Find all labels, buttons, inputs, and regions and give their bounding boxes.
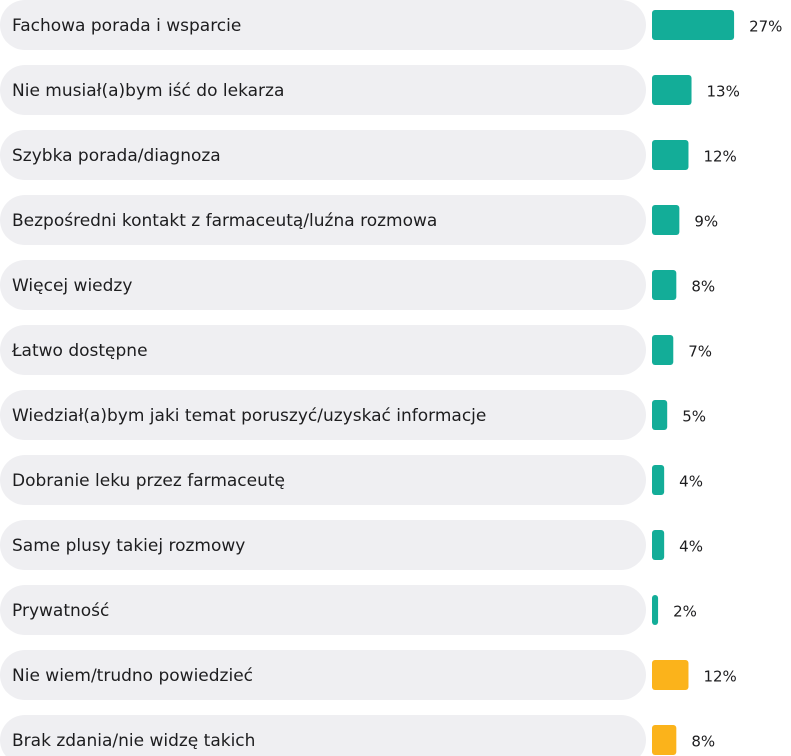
category-pill <box>0 195 646 245</box>
bar <box>652 595 659 625</box>
category-label: Wiedział(a)bym jaki temat poruszyć/uzysk… <box>12 406 486 426</box>
bar <box>652 335 674 365</box>
value-label: 4% <box>679 538 703 556</box>
value-label: 8% <box>691 278 715 296</box>
category-label: Szybka porada/diagnoza <box>12 146 221 166</box>
category-label: Łatwo dostępne <box>11 341 148 361</box>
category-label: Brak zdania/nie widzę takich <box>12 731 255 751</box>
category-pill <box>0 130 646 180</box>
category-label: Same plusy takiej rozmowy <box>12 536 245 556</box>
value-label: 8% <box>691 733 715 751</box>
value-label: 5% <box>682 408 706 426</box>
value-label: 13% <box>707 83 740 101</box>
category-label: Nie musiał(a)bym iść do lekarza <box>12 81 284 101</box>
bar <box>652 205 680 235</box>
value-label: 12% <box>703 148 736 166</box>
category-pill <box>0 260 646 310</box>
category-pill <box>0 650 646 700</box>
bar <box>652 75 692 105</box>
category-pill <box>0 0 646 50</box>
category-pill <box>0 585 646 635</box>
bar <box>652 10 735 40</box>
bar <box>652 530 665 560</box>
category-pill <box>0 65 646 115</box>
bar <box>652 660 689 690</box>
bar <box>652 140 689 170</box>
bar <box>652 725 677 755</box>
bar <box>652 400 668 430</box>
category-pill <box>0 715 646 756</box>
value-label: 2% <box>673 603 697 621</box>
category-label: Więcej wiedzy <box>12 276 132 296</box>
category-label: Fachowa porada i wsparcie <box>12 16 241 36</box>
category-label: Bezpośredni kontakt z farmaceutą/luźna r… <box>12 211 437 231</box>
value-label: 9% <box>694 213 718 231</box>
category-pill <box>0 325 646 375</box>
category-label: Prywatność <box>12 601 109 621</box>
category-label: Nie wiem/trudno powiedzieć <box>12 666 253 686</box>
bar <box>652 270 677 300</box>
value-label: 12% <box>703 668 736 686</box>
category-pill <box>0 455 646 505</box>
category-pill <box>0 520 646 570</box>
category-label: Dobranie leku przez farmaceutę <box>12 471 285 491</box>
value-label: 4% <box>679 473 703 491</box>
value-label: 27% <box>749 18 782 36</box>
bar <box>652 465 665 495</box>
category-pill <box>0 390 646 440</box>
value-label: 7% <box>688 343 712 361</box>
